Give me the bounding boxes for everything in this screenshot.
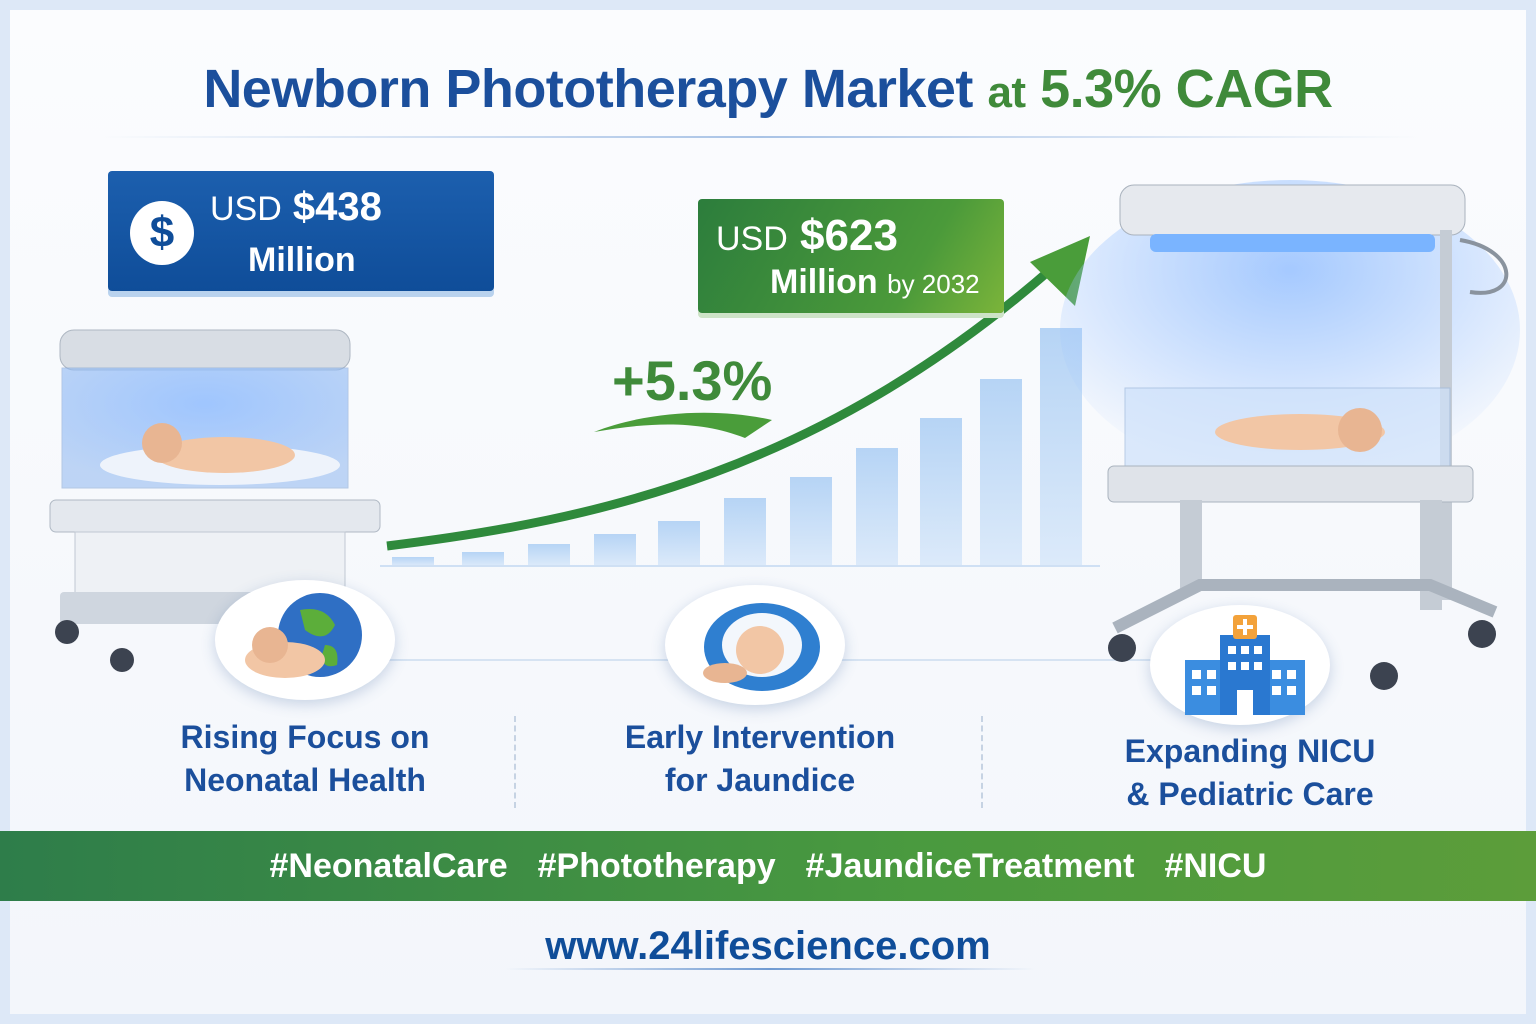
forecast-amount: $623 (800, 211, 898, 260)
hashtag: #NICU (1164, 846, 1267, 885)
title-at: at (987, 68, 1026, 117)
title-divider (100, 136, 1420, 138)
title-cagr: 5.3% CAGR (1040, 59, 1333, 119)
baby-globe-icon (215, 580, 395, 700)
growth-bars (392, 328, 1082, 566)
growth-bar (392, 557, 434, 566)
growth-bar (594, 534, 636, 566)
hashtag: #NeonatalCare (269, 846, 508, 885)
swoosh (594, 412, 772, 438)
growth-bar (658, 521, 700, 566)
forecast-year: by 2032 (887, 269, 980, 299)
current-amount: $438 (292, 185, 382, 229)
driver-neonatal-health: Rising Focus on Neonatal Health (180, 719, 430, 798)
title-main: Newborn Phototherapy Market (203, 59, 973, 119)
hashtag: #JaundiceTreatment (805, 846, 1135, 885)
growth-bar (724, 498, 766, 566)
dollar-icon: $ (130, 201, 194, 265)
growth-bar (528, 544, 570, 566)
page-title: Newborn Phototherapy Market at 5.3% CAGR (0, 58, 1536, 120)
growth-bar (856, 448, 898, 566)
growth-bar (920, 418, 962, 566)
swaddled-baby-icon (665, 585, 845, 705)
driver-divider (514, 716, 516, 808)
hashtag-banner: #NeonatalCare #Phototherapy #JaundiceTre… (0, 831, 1536, 901)
website-link[interactable]: www.24lifescience.com (545, 924, 991, 968)
growth-bar (790, 477, 832, 566)
current-prefix: USD (210, 190, 282, 228)
growth-label: +5.3% (612, 349, 773, 412)
driver-divider (981, 716, 983, 808)
forecast-market-size-box: USD $623 Million by 2032 (698, 199, 1004, 313)
growth-bar (980, 379, 1022, 566)
current-unit: Million (248, 241, 356, 279)
growth-bar (462, 552, 504, 566)
forecast-prefix: USD (716, 220, 788, 258)
hashtag: #Phototherapy (537, 846, 776, 885)
driver-early-intervention: Early Intervention for Jaundice (624, 719, 896, 798)
growth-arrow-shaft (386, 266, 1053, 551)
current-market-size-box: $ USD $438 Million (108, 171, 494, 291)
hospital-icon (1150, 605, 1330, 725)
website-underline (505, 968, 1035, 970)
driver-nicu-care: Expanding NICU & Pediatric Care (1124, 733, 1376, 812)
phototherapy-unit-illustration (1060, 180, 1520, 690)
forecast-unit: Million (770, 263, 878, 301)
